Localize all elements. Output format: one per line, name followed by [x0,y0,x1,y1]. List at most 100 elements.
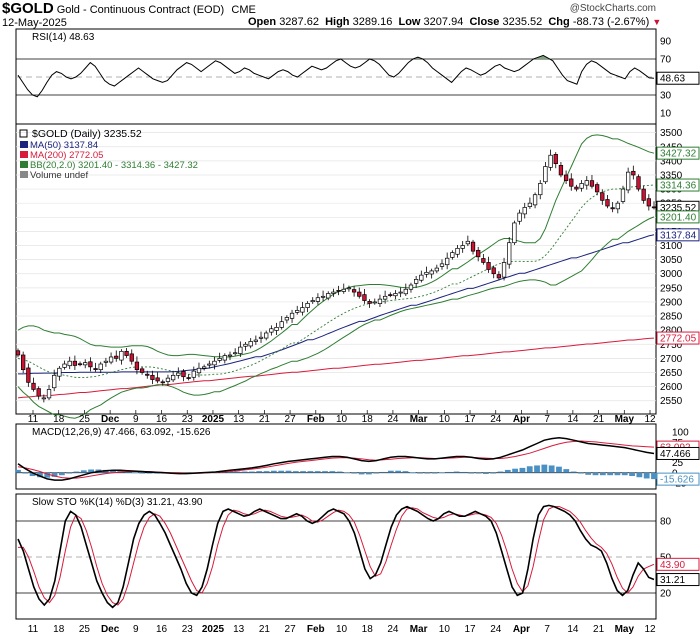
price-candle [320,290,326,302]
price-candle [403,283,408,297]
x-tick-label: 11 [28,414,39,425]
x-tick-label: 11 [28,624,39,635]
candle-body [67,360,72,367]
candle-body [248,341,253,347]
price-tag: 3137.84 [656,228,700,242]
macd-hist-bar [37,472,43,478]
macd-hist-bar [241,471,248,473]
candle-body [181,371,186,378]
candle-body [651,206,657,209]
candle-body [93,368,98,371]
macd-hist-bar [548,465,555,473]
candle-body [196,367,202,374]
candle-body [424,271,429,275]
price-candle [610,202,615,213]
candle-body [207,363,212,366]
price-candle [419,270,424,283]
candle-body [46,389,52,399]
price-candle [124,347,129,358]
price-candle [258,331,264,343]
x-tick-label: 9 [133,624,139,635]
price-candle [264,330,269,341]
candle-body [243,343,248,347]
price-candle [460,241,465,253]
price-candle [626,167,631,194]
price-candle [507,237,512,269]
macd-hist-bar [614,472,621,476]
x-tick-label: 10 [336,414,348,425]
x-tick-label: 12 [644,624,656,635]
candle-body [341,288,346,292]
x-tick-label: May [615,414,635,425]
macd-hist-bar [504,469,511,473]
low-label: Low [398,16,421,28]
rsi-panel: RSI(14) 48.63 907050301048.63 [15,28,700,125]
candle-body [83,362,88,366]
price-candle [196,362,202,378]
macd-line [17,437,655,481]
sto-tag-text: 43.90 [660,560,685,571]
chart-date: 12-May-2025 [2,17,67,29]
candle-body [512,222,517,244]
macd-hist-bar [314,471,321,473]
macd-hist-bar [80,470,87,473]
macd-hist-bar [475,472,482,474]
macd-hist-bar [402,471,409,473]
candle-body [527,202,533,207]
candle-body [517,212,522,222]
candle-body [357,291,362,297]
price-candle [243,342,248,351]
price-candle [351,286,357,297]
candle-body [57,367,62,377]
macd-hist-bar [468,472,475,474]
candle-body [191,370,196,378]
price-candle [388,292,393,298]
price-tag-box [656,178,700,192]
candle-body [589,180,595,187]
macd-title: MACD(12,26,9) 47.466, 63.092, -15.626 [32,427,211,438]
macd-hist-bar [110,470,116,473]
price-candle [295,305,300,315]
candle-body [486,262,491,270]
price-candle [445,252,450,270]
price-candle [269,325,274,336]
chg-label: Chg [548,16,570,28]
price-tag-text: 2772.05 [660,334,697,345]
x-tick-label: Dec [101,414,120,425]
x-tick-label: 21 [593,414,605,425]
candle-body [284,317,290,321]
candle-body [98,363,103,371]
macd-hist-bar [643,472,650,479]
price-candle [522,202,527,219]
price-candle [222,353,227,364]
close-value: 3235.52 [502,16,543,28]
candle-body [563,174,569,181]
macd-hist-bar [358,472,365,475]
macd-hist-bar [424,472,431,474]
candle-body [41,397,46,400]
price-candle [532,192,538,209]
x-tick-label: 12 [644,414,656,425]
price-y-tick: 3400 [660,156,683,167]
candle-body [36,388,41,397]
price-candle [641,185,646,204]
price-tag: 3235.52 [656,200,700,214]
candle-body [501,262,507,278]
price-y-tick: 3100 [660,241,683,252]
sto-tag: 31.21 [656,573,700,587]
price-y-tick: 2550 [660,396,683,407]
x-tick-label: May [615,624,635,635]
candle-body [145,373,150,376]
candle-body [465,240,470,245]
close-label: Close [469,16,500,28]
candle-body [155,377,160,382]
candle-body [496,274,502,279]
price-candle [186,374,191,381]
down-arrow-icon: ▼ [652,17,662,27]
price-candle [651,201,657,210]
candle-body [320,295,326,298]
macd-hist-bar [629,472,635,477]
macd-hist-bar [292,471,299,473]
price-candle [326,291,331,301]
macd-hist-bar [592,472,599,476]
